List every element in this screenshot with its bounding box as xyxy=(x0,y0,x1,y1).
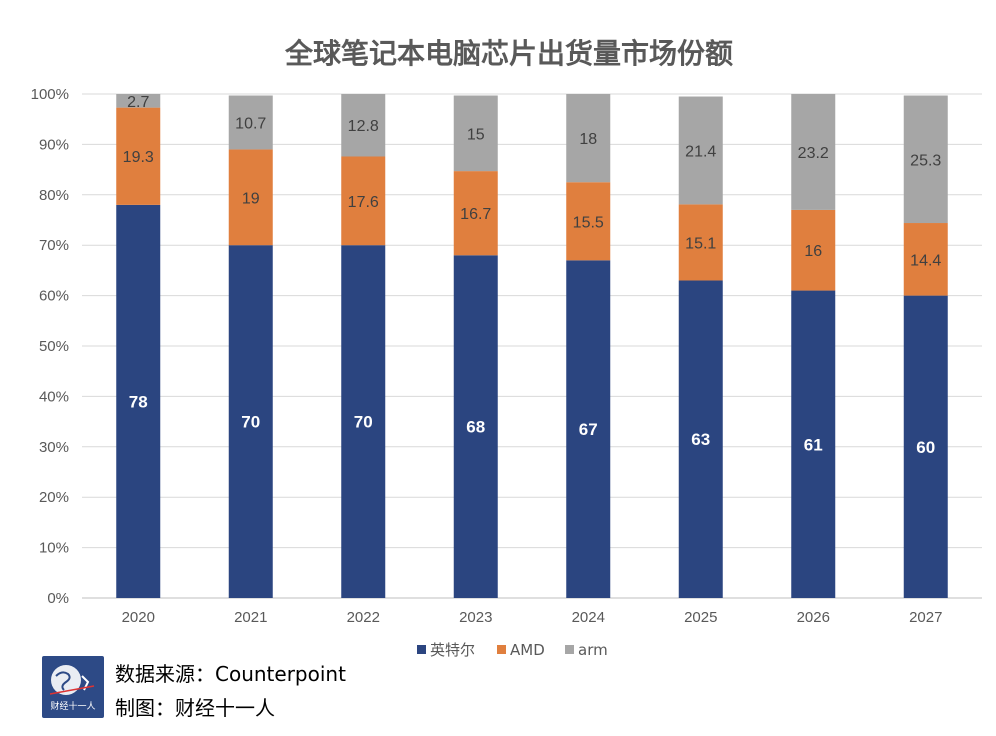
x-tick-label: 2022 xyxy=(347,609,380,626)
x-tick-label: 2027 xyxy=(909,609,942,626)
bar-AMD-2027 xyxy=(903,223,948,296)
data-label: 63 xyxy=(691,430,710,449)
data-label: 15 xyxy=(467,126,485,143)
data-label: 2.7 xyxy=(127,94,149,111)
legend-swatch xyxy=(497,645,506,654)
x-tick-label: 2023 xyxy=(459,609,492,626)
y-tick-label: 40% xyxy=(39,388,69,405)
data-label: 70 xyxy=(241,413,260,432)
data-label: 21.4 xyxy=(685,143,716,160)
y-tick-label: 90% xyxy=(39,136,69,153)
data-label: 16 xyxy=(804,243,822,260)
data-label: 61 xyxy=(804,435,823,454)
footer: 财经十一人 数据来源：Counterpoint 制图：财经十一人 xyxy=(42,656,462,720)
data-label: 68 xyxy=(466,418,485,437)
data-label: 15.1 xyxy=(685,235,716,252)
data-label: 67 xyxy=(579,420,598,439)
gridlines xyxy=(82,93,982,599)
y-axis: 0% 10% 20% 30% 40% 50% 60% 70% 80% 90% 100% xyxy=(31,86,69,607)
y-tick-label: 20% xyxy=(39,489,69,506)
bar-AMD-2022 xyxy=(341,156,386,246)
data-label: 10.7 xyxy=(235,115,266,132)
bar-AMD-2025 xyxy=(678,204,723,281)
legend-swatch xyxy=(565,645,574,654)
x-tick-label: 2020 xyxy=(122,609,155,626)
logo-text: 财经十一人 xyxy=(50,702,96,712)
bar-英特尔-2024 xyxy=(566,260,611,598)
y-tick-label: 10% xyxy=(39,540,69,557)
legend: 英特尔 AMD arm xyxy=(417,641,608,659)
bar-AMD-2023 xyxy=(453,171,498,256)
data-label: 14.4 xyxy=(910,252,941,269)
y-tick-label: 0% xyxy=(47,590,69,607)
x-axis: 2020 2021 2022 2023 2024 2025 2026 2027 xyxy=(122,609,943,626)
bar-arm-2020 xyxy=(116,94,161,108)
bar-arm-2021 xyxy=(228,95,273,150)
bar-英特尔-2023 xyxy=(453,255,498,598)
bar-英特尔-2027 xyxy=(903,295,948,598)
bar-arm-2027 xyxy=(903,95,948,224)
bar-AMD-2021 xyxy=(228,149,273,246)
y-tick-label: 60% xyxy=(39,288,69,305)
y-tick-label: 50% xyxy=(39,338,69,355)
legend-label: 英特尔 xyxy=(430,641,475,659)
data-label: 60 xyxy=(916,438,935,457)
legend-label: arm xyxy=(578,641,608,659)
bar-英特尔-2020 xyxy=(116,204,161,598)
x-tick-label: 2026 xyxy=(797,609,830,626)
bar-AMD-2024 xyxy=(566,182,611,261)
bar-英特尔-2022 xyxy=(341,245,386,598)
bar-arm-2026 xyxy=(791,94,836,210)
data-label: 25.3 xyxy=(910,152,941,169)
y-tick-label: 80% xyxy=(39,187,69,204)
legend-swatch xyxy=(417,645,426,654)
bar-英特尔-2025 xyxy=(678,280,723,598)
data-label: 70 xyxy=(354,413,373,432)
bar-AMD-2026 xyxy=(791,209,836,291)
bar-arm-2025 xyxy=(678,96,723,205)
bar-AMD-2020 xyxy=(116,107,161,205)
x-tick-label: 2024 xyxy=(572,609,605,626)
globe-icon xyxy=(49,665,95,695)
x-tick-label: 2021 xyxy=(234,609,267,626)
bar-英特尔-2026 xyxy=(791,290,836,598)
credit-line: 制图：财经十一人 xyxy=(115,696,275,720)
x-tick-label: 2025 xyxy=(684,609,717,626)
data-label: 15.5 xyxy=(573,214,604,231)
data-label: 19 xyxy=(242,190,260,207)
data-label: 16.7 xyxy=(460,206,491,223)
chart-title: 全球笔记本电脑芯片出货量市场份额 xyxy=(284,37,733,70)
y-tick-label: 100% xyxy=(31,86,69,103)
bar-arm-2023 xyxy=(453,95,498,172)
data-label: 23.2 xyxy=(798,145,829,162)
logo: 财经十一人 xyxy=(42,656,104,718)
bar-arm-2022 xyxy=(341,94,386,157)
data-label: 17.6 xyxy=(348,194,379,211)
bars: 78 19.3 2.7 70 19 10.7 70 17.6 12.8 68 16.7 15 67 15.… xyxy=(116,94,948,598)
data-label: 12.8 xyxy=(348,118,379,135)
data-label: 18 xyxy=(579,131,597,148)
data-label: 19.3 xyxy=(123,149,154,166)
legend-label: AMD xyxy=(510,641,545,659)
bar-英特尔-2021 xyxy=(228,245,273,598)
data-label: 78 xyxy=(129,392,148,411)
source-line: 数据来源：Counterpoint xyxy=(115,662,346,686)
y-tick-label: 70% xyxy=(39,237,69,254)
bar-arm-2024 xyxy=(566,94,611,183)
y-tick-label: 30% xyxy=(39,439,69,456)
